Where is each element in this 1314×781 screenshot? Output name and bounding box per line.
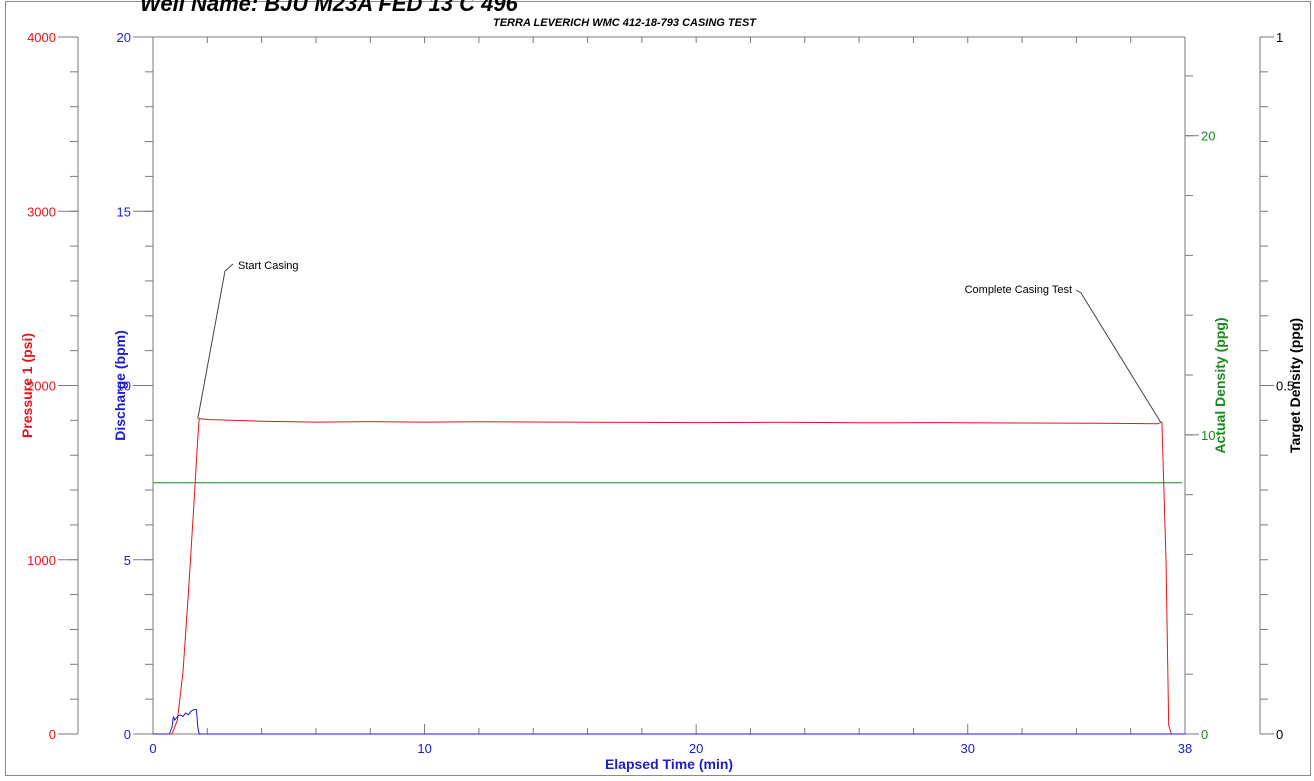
series-line-pressure [153, 418, 1185, 735]
x-axis-title: Elapsed Time (min) [605, 756, 733, 772]
discharge-tick-label: 0 [124, 727, 131, 742]
target_density-tick-label: 0 [1276, 727, 1283, 742]
pressure-axis-title: Pressure 1 (psi) [19, 333, 35, 438]
chart-frame [5, 1, 1311, 776]
complete-casing-leader [1075, 289, 1161, 423]
actual_density-axis-title: Actual Density (ppg) [1212, 317, 1228, 453]
pressure-tick-label: 1000 [27, 553, 56, 568]
target_density-tick-label: 1 [1276, 30, 1283, 45]
x-tick-label: 30 [961, 741, 975, 756]
discharge-tick-label: 20 [117, 30, 131, 45]
pressure-tick-label: 4000 [27, 30, 56, 45]
x-tick-label: 10 [417, 741, 431, 756]
complete-casing-label: Complete Casing Test [965, 284, 1072, 296]
discharge-tick-label: 15 [117, 204, 131, 219]
discharge-axis-title: Discharge (bpm) [112, 330, 128, 440]
discharge-tick-label: 5 [124, 553, 131, 568]
x-tick-label: 38 [1178, 741, 1192, 756]
pressure-tick-label: 3000 [27, 204, 56, 219]
start-casing-leader [197, 263, 234, 419]
x-tick-label: 20 [689, 741, 703, 756]
series-line-discharge [153, 709, 1185, 735]
start-casing-label: Start Casing [238, 260, 299, 272]
discharge-tick-label: 10 [117, 379, 131, 394]
series-layer [153, 418, 1185, 735]
chart-title: TERRA LEVERICH WMC 412-18-793 CASING TES… [493, 17, 757, 29]
x-tick-label: 0 [149, 741, 156, 756]
actual_density-tick-label: 0 [1201, 727, 1208, 742]
pressure-tick-label: 2000 [27, 379, 56, 394]
actual_density-tick-label: 20 [1201, 129, 1215, 144]
target_density-axis-title: Target Density (ppg) [1287, 318, 1303, 453]
target_density-tick-label: 0.5 [1276, 379, 1294, 394]
annotation-layer: Start Casing Complete Casing Test [197, 260, 1161, 423]
actual_density-tick-label: 10 [1201, 428, 1215, 443]
pressure-tick-label: 0 [49, 727, 56, 742]
well-name: Well Name: BJU M23A FED 13 C 496 [140, 0, 518, 16]
